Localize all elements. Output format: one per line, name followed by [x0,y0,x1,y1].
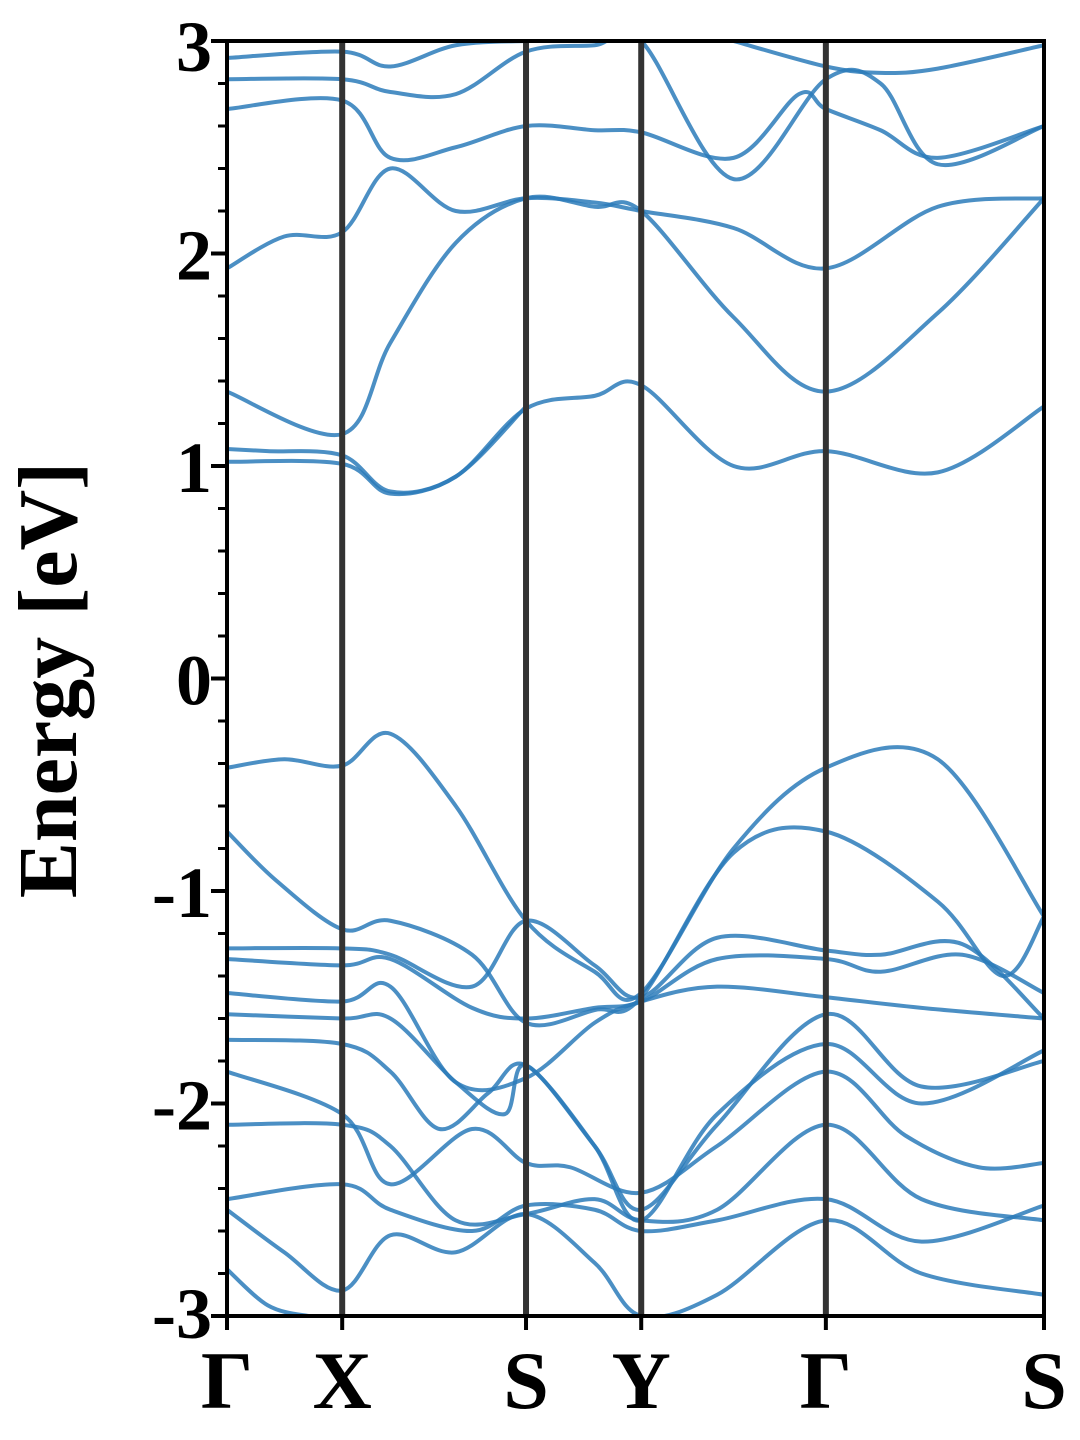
band-line-6 [227,1012,1044,1212]
band-line-8 [227,1069,1044,1196]
y-tick-label-5: -2 [152,1066,212,1146]
band-line-13 [227,405,528,495]
y-tick-label-4: -1 [152,853,212,933]
band-line-20 [733,41,1044,76]
kpoint-lines-layer [339,41,829,1316]
y-tick-label-1: 2 [176,216,212,296]
band-line-9 [227,1121,1044,1227]
ytick-layer: 3 2 1 0 -1 -2 -3 [152,7,227,1354]
band-line-11 [227,1208,1044,1316]
band-line-16 [227,166,1044,271]
band-line-10 [227,1182,1044,1244]
x-tick-label-5: S [1021,1335,1067,1426]
x-tick-label-3: Y [612,1335,671,1426]
y-tick-label-6: -3 [152,1274,212,1354]
x-tick-label-2: S [503,1335,549,1426]
band-line-14 [227,379,1044,497]
x-tick-label-0: Γ [201,1335,253,1426]
band-line-18 [227,41,1044,182]
x-tick-label-4: Γ [800,1335,852,1426]
band-line-7 [227,1037,1044,1223]
bands-layer [227,41,1044,1316]
y-tick-label-0: 3 [176,7,212,87]
band-line-3 [227,918,1044,1020]
band-line-5 [227,980,1044,1093]
y-axis-title: Energy [eV] [2,462,95,898]
band-line-19 [227,41,571,69]
x-tick-label-1: X [313,1335,372,1426]
plot-frame [225,39,1046,1318]
band-line-1 [227,730,1044,1002]
y-tick-label-2: 1 [176,428,212,508]
y-tick-label-3: 0 [176,641,212,721]
band-line-15 [227,194,1044,438]
band-line-12 [227,1267,334,1316]
